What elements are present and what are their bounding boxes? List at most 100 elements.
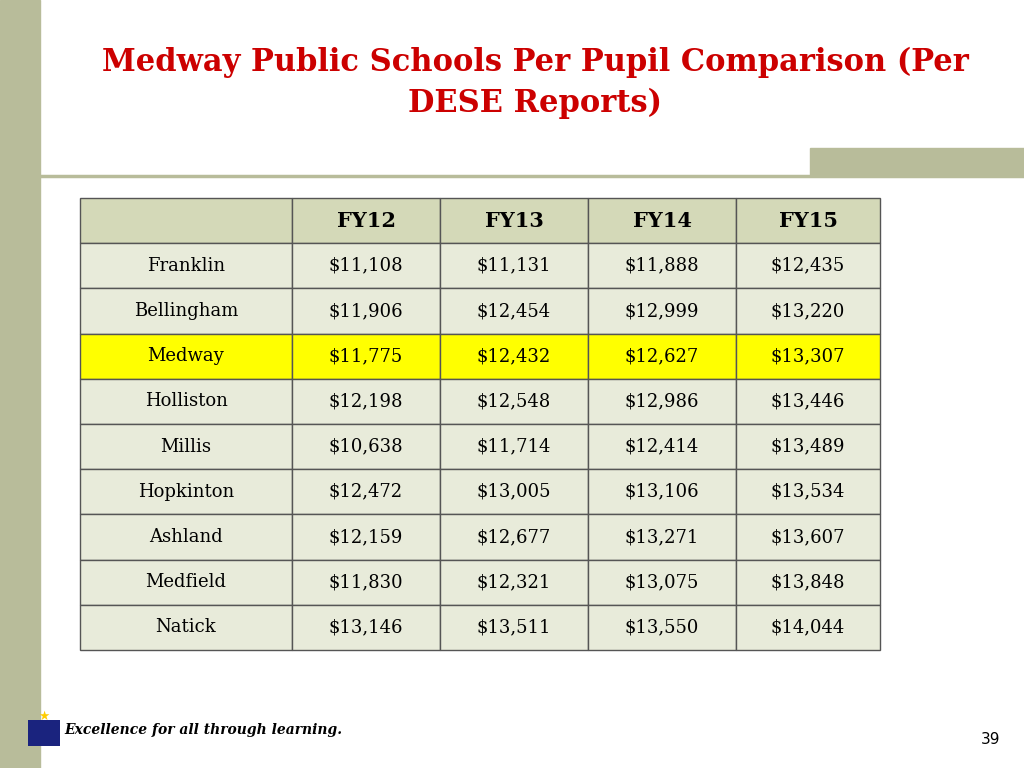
Bar <box>588 560 736 605</box>
Text: $13,271: $13,271 <box>625 528 699 546</box>
Text: FY13: FY13 <box>484 210 544 230</box>
Bar <box>440 469 588 515</box>
Bar <box>588 515 736 560</box>
Text: $12,198: $12,198 <box>329 392 403 410</box>
Bar <box>80 515 292 560</box>
Text: $13,307: $13,307 <box>771 347 845 366</box>
Bar <box>588 469 736 515</box>
Text: $11,830: $11,830 <box>329 573 403 591</box>
Bar <box>292 560 440 605</box>
Bar <box>588 605 736 650</box>
Text: $12,414: $12,414 <box>625 438 699 455</box>
Bar <box>440 333 588 379</box>
Text: $12,472: $12,472 <box>329 483 403 501</box>
Text: $12,432: $12,432 <box>477 347 551 366</box>
Text: Bellingham: Bellingham <box>134 302 239 320</box>
Bar <box>588 243 736 289</box>
Bar <box>736 379 880 424</box>
Text: Natick: Natick <box>156 618 216 637</box>
Text: $13,511: $13,511 <box>477 618 551 637</box>
Bar <box>292 243 440 289</box>
Bar <box>292 198 440 243</box>
Bar <box>440 605 588 650</box>
Bar <box>736 560 880 605</box>
Text: $13,005: $13,005 <box>477 483 551 501</box>
Text: Excellence for all through learning.: Excellence for all through learning. <box>63 723 342 737</box>
Bar <box>80 198 292 243</box>
Text: Ashland: Ashland <box>150 528 223 546</box>
Bar <box>588 289 736 333</box>
Text: $12,986: $12,986 <box>625 392 699 410</box>
Text: $11,906: $11,906 <box>329 302 403 320</box>
Text: $13,534: $13,534 <box>771 483 845 501</box>
Text: $13,550: $13,550 <box>625 618 699 637</box>
Bar <box>292 379 440 424</box>
Text: Millis: Millis <box>161 438 212 455</box>
Bar <box>80 289 292 333</box>
Bar <box>736 424 880 469</box>
Text: $11,131: $11,131 <box>477 257 551 275</box>
Bar <box>736 333 880 379</box>
Bar <box>80 424 292 469</box>
Text: Hopkinton: Hopkinton <box>138 483 234 501</box>
Bar <box>736 515 880 560</box>
Bar <box>440 198 588 243</box>
Text: $11,714: $11,714 <box>477 438 551 455</box>
Text: Medway: Medway <box>147 347 224 366</box>
Text: ★: ★ <box>38 710 49 723</box>
Bar <box>292 469 440 515</box>
Bar <box>440 243 588 289</box>
Bar <box>736 289 880 333</box>
Bar <box>292 289 440 333</box>
Bar <box>440 424 588 469</box>
Text: $10,638: $10,638 <box>329 438 403 455</box>
Text: $12,435: $12,435 <box>771 257 845 275</box>
Bar <box>736 469 880 515</box>
Bar <box>80 605 292 650</box>
Text: 39: 39 <box>981 733 1000 747</box>
Bar <box>80 243 292 289</box>
Text: Medway Public Schools Per Pupil Comparison (Per
DESE Reports): Medway Public Schools Per Pupil Comparis… <box>101 47 969 119</box>
Text: $13,146: $13,146 <box>329 618 403 637</box>
Bar <box>588 424 736 469</box>
Text: $11,775: $11,775 <box>329 347 403 366</box>
Text: Medfield: Medfield <box>145 573 226 591</box>
Text: $13,848: $13,848 <box>771 573 845 591</box>
Text: FY14: FY14 <box>633 210 691 230</box>
Text: $13,607: $13,607 <box>771 528 845 546</box>
Bar <box>588 379 736 424</box>
Bar <box>440 289 588 333</box>
Bar <box>80 469 292 515</box>
Bar <box>588 333 736 379</box>
Text: $11,108: $11,108 <box>329 257 403 275</box>
Text: Franklin: Franklin <box>146 257 225 275</box>
Text: $12,454: $12,454 <box>477 302 551 320</box>
Text: $12,548: $12,548 <box>477 392 551 410</box>
Text: FY12: FY12 <box>337 210 395 230</box>
Bar <box>80 560 292 605</box>
Text: $13,489: $13,489 <box>771 438 845 455</box>
Bar <box>810 148 1024 176</box>
Text: $12,627: $12,627 <box>625 347 699 366</box>
Bar <box>440 560 588 605</box>
Bar <box>292 605 440 650</box>
Text: $13,075: $13,075 <box>625 573 699 591</box>
Text: $12,159: $12,159 <box>329 528 403 546</box>
Text: $12,677: $12,677 <box>477 528 551 546</box>
Bar <box>80 379 292 424</box>
Bar <box>736 605 880 650</box>
Bar <box>292 515 440 560</box>
Text: $13,446: $13,446 <box>771 392 845 410</box>
Text: Holliston: Holliston <box>144 392 227 410</box>
Text: $12,999: $12,999 <box>625 302 699 320</box>
Bar <box>0 0 40 768</box>
Text: $13,220: $13,220 <box>771 302 845 320</box>
Bar <box>80 333 292 379</box>
Text: $11,888: $11,888 <box>625 257 699 275</box>
Bar <box>588 198 736 243</box>
Bar <box>292 424 440 469</box>
Bar <box>736 198 880 243</box>
Bar <box>292 333 440 379</box>
Bar <box>736 243 880 289</box>
Text: $13,106: $13,106 <box>625 483 699 501</box>
